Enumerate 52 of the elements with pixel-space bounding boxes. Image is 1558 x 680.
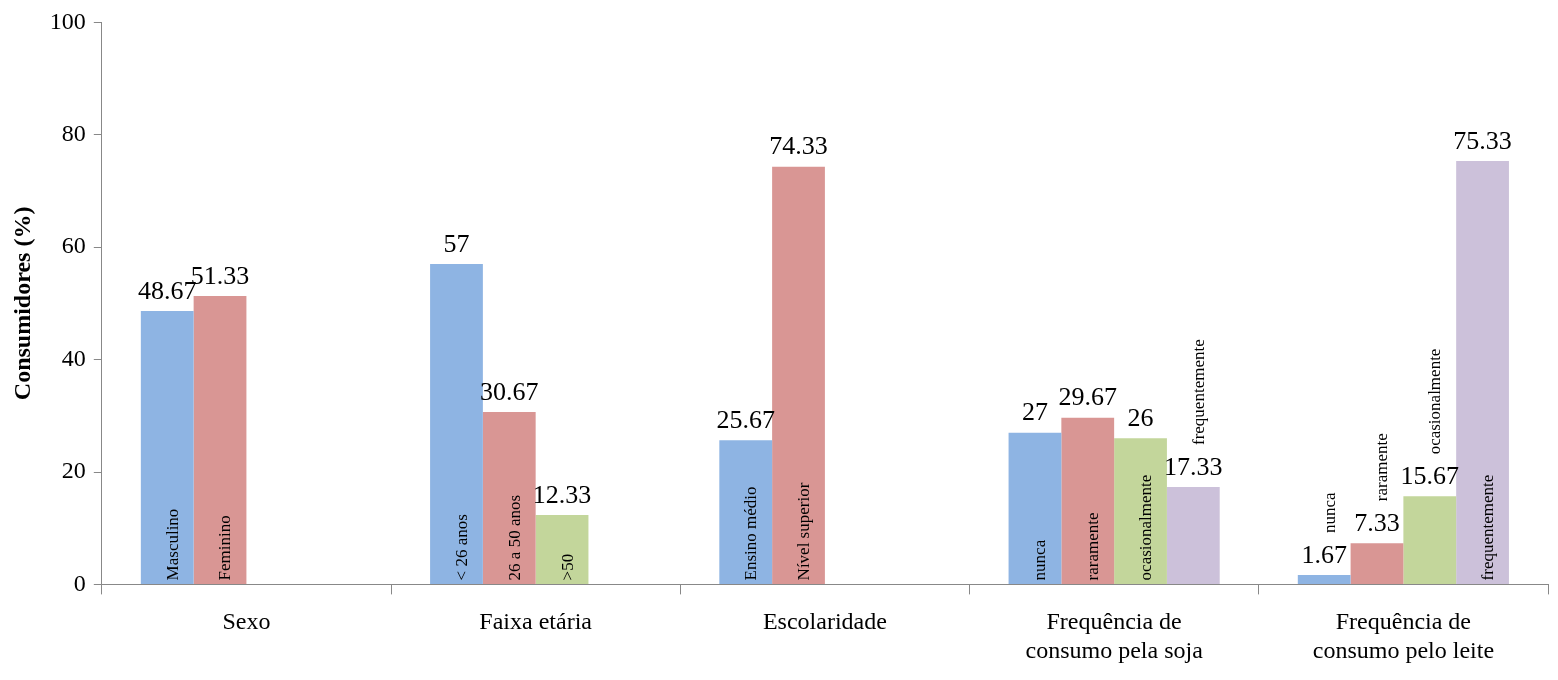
data-label: 75.33 bbox=[1453, 125, 1512, 155]
annotation: ocasionalmente bbox=[1425, 348, 1445, 455]
annotation: raramente bbox=[1083, 512, 1103, 581]
x-tick-label: Frequência de consumo pelo leite bbox=[1312, 608, 1495, 663]
data-label: 26 bbox=[1127, 403, 1154, 433]
bar bbox=[1297, 575, 1351, 584]
bar bbox=[482, 412, 536, 584]
data-label: 17.33 bbox=[1164, 451, 1223, 481]
y-tick-label: 40 bbox=[61, 344, 86, 371]
data-label: 30.67 bbox=[480, 376, 539, 406]
annotation: frequentemente bbox=[1188, 339, 1208, 446]
data-label: 7.33 bbox=[1354, 508, 1400, 538]
y-tick-label: 0 bbox=[73, 569, 86, 596]
annotation: >50 bbox=[557, 553, 577, 581]
data-label: 74.33 bbox=[769, 131, 828, 161]
bar bbox=[430, 264, 483, 584]
bar bbox=[535, 515, 589, 584]
annotation: 26 a 50 anos bbox=[504, 494, 524, 581]
annotation: Ensino médio bbox=[741, 486, 761, 581]
x-tick-label: Frequência de consumo pela soja bbox=[1025, 608, 1204, 663]
annotation: Masculino bbox=[162, 508, 182, 581]
data-label: 57 bbox=[443, 228, 470, 258]
annotation: nunca bbox=[1030, 539, 1050, 581]
bar bbox=[1350, 543, 1404, 584]
data-label: 1.67 bbox=[1301, 539, 1347, 569]
annotation: < 26 anos bbox=[451, 514, 471, 581]
data-label: 27 bbox=[1021, 397, 1048, 427]
bar bbox=[1166, 487, 1220, 584]
data-label: 12.33 bbox=[532, 479, 592, 509]
data-label: 15.67 bbox=[1400, 461, 1460, 491]
x-tick-label: Faixa etária bbox=[479, 608, 593, 635]
data-label: 29.67 bbox=[1058, 382, 1117, 412]
bar bbox=[1114, 438, 1167, 584]
y-tick-label: 80 bbox=[61, 120, 86, 147]
data-label: 25.67 bbox=[716, 404, 775, 434]
annotation: frequentemente bbox=[1478, 474, 1498, 581]
y-tick-label: 60 bbox=[61, 232, 86, 259]
x-tick-label: Sexo bbox=[222, 608, 271, 635]
bar bbox=[1061, 417, 1115, 584]
bar bbox=[140, 310, 194, 584]
y-axis-title: Consumidores (%) bbox=[8, 206, 35, 401]
annotation: ocasionalmente bbox=[1136, 474, 1155, 581]
annotation: Feminino bbox=[215, 515, 235, 581]
bar bbox=[1008, 432, 1062, 584]
annotation: raramente bbox=[1372, 433, 1392, 502]
y-tick-label: 100 bbox=[49, 7, 86, 34]
annotation: nunca bbox=[1319, 491, 1339, 534]
bar bbox=[1403, 496, 1457, 584]
annotation: Nível superior bbox=[793, 482, 813, 581]
x-tick-label: Escolaridade bbox=[762, 608, 887, 635]
bar bbox=[719, 440, 773, 584]
y-tick-label: 20 bbox=[61, 457, 86, 484]
